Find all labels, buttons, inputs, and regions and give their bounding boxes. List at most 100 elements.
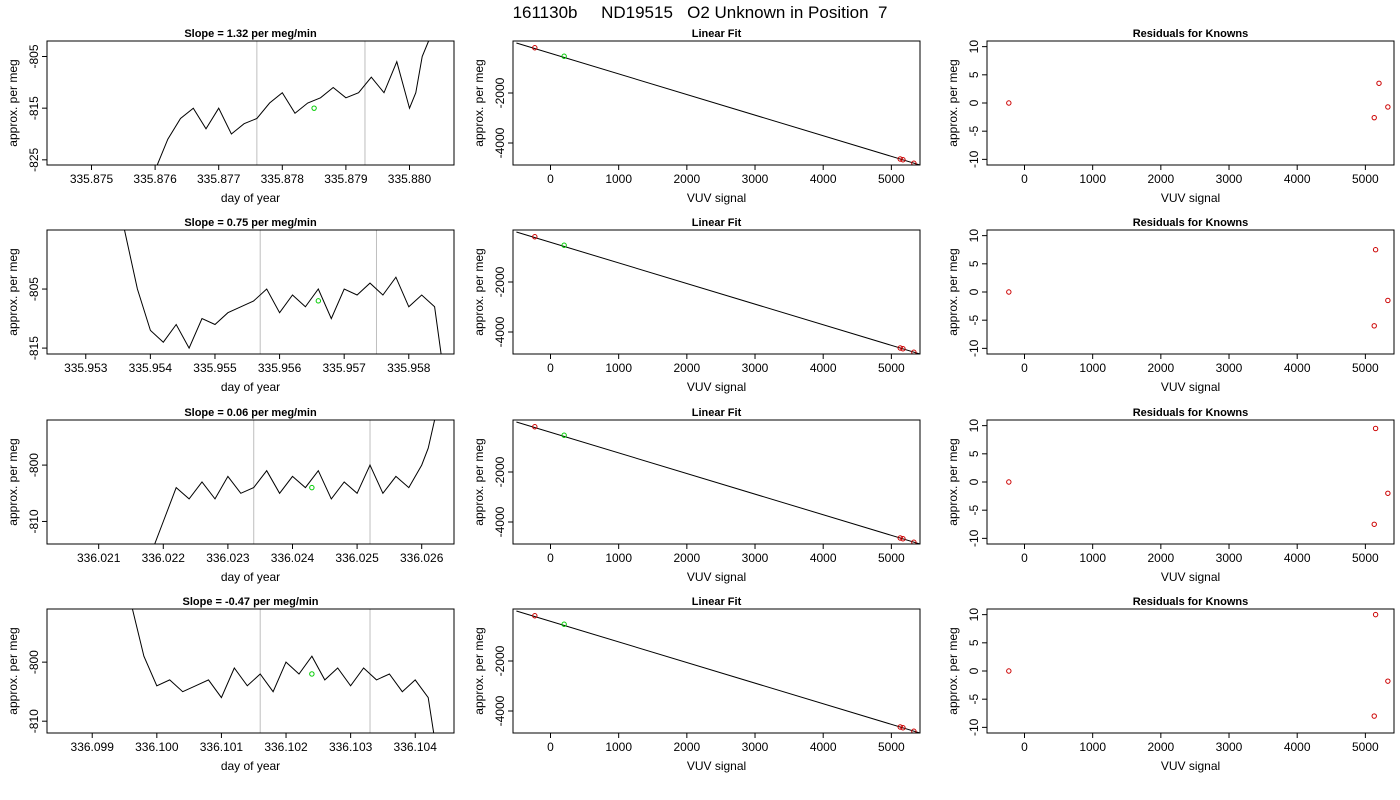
fit-line xyxy=(516,421,920,544)
y-tick-label: 5 xyxy=(967,639,981,646)
known-point xyxy=(897,724,903,730)
fit-line xyxy=(516,231,920,354)
residual-point xyxy=(1006,668,1012,674)
panel-linear_fit-4: Linear Fit 0 1000 2000 3000 4000 5000 -2000 -400… xyxy=(472,596,921,773)
unknown-marker xyxy=(309,484,315,491)
page-title: 161130b ND19515 O2 Unknown in Position 7 xyxy=(512,3,888,22)
unknown-marker xyxy=(309,671,315,677)
x-tick-label: 4000 xyxy=(1284,740,1311,754)
x-tick-label: 335.953 xyxy=(64,361,108,375)
y-tick-label: 5 xyxy=(967,71,981,78)
x-tick-label: 336.024 xyxy=(271,551,315,565)
x-tick-label: 0 xyxy=(1021,172,1028,186)
x-tick-label: 1000 xyxy=(605,740,632,754)
plot-frame xyxy=(512,229,921,355)
x-axis-label: VUV signal xyxy=(1161,191,1220,205)
data-layer xyxy=(154,420,436,544)
known-point xyxy=(911,349,917,354)
x-tick-label: 336.099 xyxy=(71,740,115,754)
residual-point xyxy=(1371,114,1377,121)
known-point xyxy=(532,45,538,51)
panel-title: Residuals for Knowns xyxy=(1133,407,1249,419)
y-tick-label: -5 xyxy=(967,126,981,137)
y-axis-label: approx. per meg xyxy=(6,438,20,525)
residual-point xyxy=(1372,611,1379,618)
y-tick-label: 0 xyxy=(967,478,981,485)
y-tick-label: 5 xyxy=(967,450,981,457)
x-tick-label: 0 xyxy=(547,551,554,565)
y-tick-label: 0 xyxy=(967,288,981,295)
plot-frame xyxy=(46,608,455,734)
x-axis-label: VUV signal xyxy=(687,191,746,205)
residual-point xyxy=(1371,521,1377,527)
y-tick-label: -4000 xyxy=(493,506,507,537)
x-tick-label: 0 xyxy=(1021,361,1028,375)
y-axis-label: approx. per meg xyxy=(472,248,486,335)
plot-frame xyxy=(986,419,1395,545)
x-tick-label: 2000 xyxy=(673,740,700,754)
y-tick-label: -2000 xyxy=(493,266,507,297)
y-tick-label: -810 xyxy=(27,509,41,533)
known-point xyxy=(911,160,917,165)
x-tick-label: 336.022 xyxy=(142,551,186,565)
panel-timeseries-3: Slope = 0.06 per meg/min 336.021 336.022 33… xyxy=(6,407,455,584)
x-tick-label: 335.954 xyxy=(129,361,173,375)
known-point xyxy=(897,156,903,162)
panel-title: Linear Fit xyxy=(692,217,742,229)
x-tick-label: 4000 xyxy=(1284,551,1311,565)
residual-point xyxy=(1372,247,1379,253)
data-layer xyxy=(1006,247,1391,329)
x-tick-label: 336.103 xyxy=(329,740,373,754)
y-tick-label: -805 xyxy=(27,277,41,301)
x-tick-label: 4000 xyxy=(810,172,837,186)
x-tick-label: 0 xyxy=(547,172,554,186)
residual-point xyxy=(1376,80,1382,86)
residual-point xyxy=(1385,490,1391,496)
x-axis-label: VUV signal xyxy=(1161,380,1220,394)
x-tick-label: 1000 xyxy=(1079,172,1106,186)
y-axis-label: approx. per meg xyxy=(6,59,20,146)
x-axis-label: day of year xyxy=(221,380,280,394)
residual-point xyxy=(1385,104,1391,110)
y-tick-label: -825 xyxy=(27,148,41,172)
data-layer xyxy=(516,231,920,354)
y-tick-label: -2000 xyxy=(493,77,507,108)
panel-title: Residuals for Knowns xyxy=(1133,28,1249,40)
y-tick-label: -4000 xyxy=(493,316,507,347)
y-tick-label: -10 xyxy=(967,718,981,736)
y-tick-label: -800 xyxy=(27,453,41,477)
plot-frame xyxy=(512,40,921,166)
data-layer xyxy=(516,421,920,544)
panel-linear_fit-2: Linear Fit 0 1000 2000 3000 4000 5000 -2000 -400… xyxy=(472,217,921,394)
x-tick-label: 335.879 xyxy=(324,172,368,186)
y-tick-label: -2000 xyxy=(493,645,507,676)
x-tick-label: 5000 xyxy=(878,740,905,754)
panel-linear_fit-3: Linear Fit 0 1000 2000 3000 4000 5000 -2000 -400… xyxy=(472,407,921,584)
x-tick-label: 2000 xyxy=(673,361,700,375)
y-tick-label: -815 xyxy=(27,336,41,360)
panel-timeseries-2: Slope = 0.75 per meg/min 335.953 335.954 33… xyxy=(6,217,455,394)
unknown-marker xyxy=(311,105,317,111)
y-axis-label: approx. per meg xyxy=(6,627,20,714)
x-tick-label: 336.101 xyxy=(200,740,244,754)
known-point xyxy=(911,728,917,733)
x-axis-label: day of year xyxy=(221,191,280,205)
plot-frame xyxy=(46,419,455,545)
y-tick-label: -810 xyxy=(27,709,41,733)
data-layer xyxy=(1006,425,1391,527)
x-tick-label: 335.875 xyxy=(70,172,114,186)
known-point xyxy=(911,539,917,544)
y-axis-label: approx. per meg xyxy=(6,248,20,335)
data-layer xyxy=(131,609,435,733)
x-tick-label: 5000 xyxy=(1352,172,1379,186)
unknown-point xyxy=(561,242,567,248)
panel-residuals-3: Residuals for Knowns 0 1000 2000 3000 4000 500… xyxy=(946,407,1395,584)
y-tick-label: -4000 xyxy=(493,695,507,726)
known-point xyxy=(897,345,903,351)
y-tick-label: 0 xyxy=(967,99,981,106)
x-tick-label: 3000 xyxy=(742,740,769,754)
y-tick-label: -5 xyxy=(967,315,981,326)
x-axis-label: VUV signal xyxy=(1161,759,1220,773)
y-tick-label: 0 xyxy=(967,667,981,674)
